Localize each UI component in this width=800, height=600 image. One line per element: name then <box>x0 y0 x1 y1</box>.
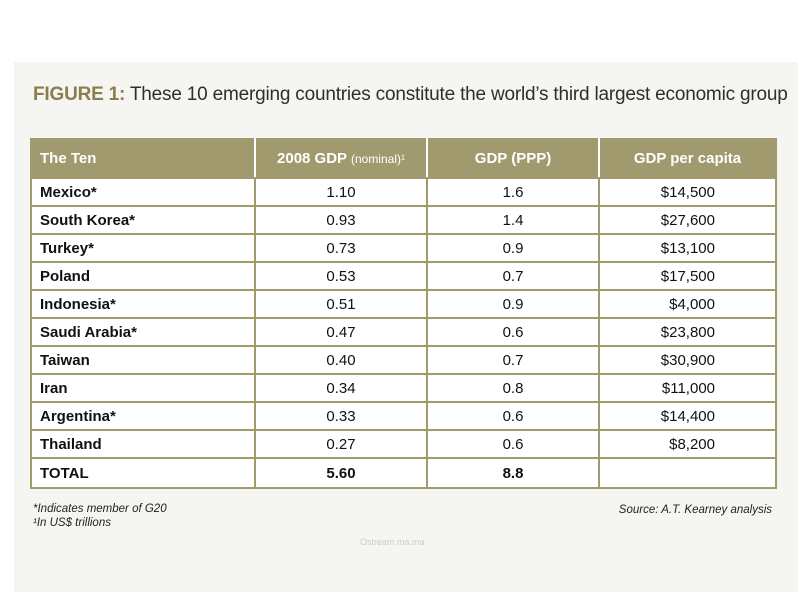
gdp-ppp-cell: 0.7 <box>426 345 600 375</box>
gdp-ppp-cell: 0.6 <box>426 401 600 431</box>
gdp-ppp-cell: 0.7 <box>426 261 600 291</box>
source-note: Source: A.T. Kearney analysis <box>618 504 772 516</box>
gdp-ppp-cell: 0.9 <box>426 233 600 263</box>
gdp-per-capita-cell: $13,100 <box>598 233 777 263</box>
gdp-nominal-cell: 0.93 <box>254 205 428 235</box>
total-label-cell: TOTAL <box>30 457 256 489</box>
country-cell: Poland <box>30 261 256 291</box>
table-row: Indonesia* 0.51 0.9 $4,000 <box>30 289 777 319</box>
table-body: Mexico* 1.10 1.6 $14,500 South Korea* 0.93 1.4… <box>30 177 777 489</box>
gdp-per-capita-cell: $14,400 <box>598 401 777 431</box>
country-cell: Turkey* <box>30 233 256 263</box>
gdp-ppp-cell: 0.9 <box>426 289 600 319</box>
gdp-per-capita-cell: $14,500 <box>598 177 777 207</box>
country-cell: Iran <box>30 373 256 403</box>
gdp-nominal-cell: 1.10 <box>254 177 428 207</box>
column-header-country: The Ten <box>30 138 256 179</box>
column-header-gdp-per-capita: GDP per capita <box>598 138 777 179</box>
gdp-nominal-cell: 0.33 <box>254 401 428 431</box>
footnote-units: ¹In US$ trillions <box>33 517 111 529</box>
country-cell: Saudi Arabia* <box>30 317 256 347</box>
gdp-per-capita-cell: $11,000 <box>598 373 777 403</box>
gdp-per-capita-cell: $8,200 <box>598 429 777 459</box>
column-header-gdp-ppp: GDP (PPP) <box>426 138 600 179</box>
gdp-nominal-cell: 0.51 <box>254 289 428 319</box>
table-row: Argentina* 0.33 0.6 $14,400 <box>30 401 777 431</box>
table-row: Thailand 0.27 0.6 $8,200 <box>30 429 777 459</box>
column-header-label: The Ten <box>40 150 97 167</box>
gdp-nominal-cell: 0.40 <box>254 345 428 375</box>
table-row: Saudi Arabia* 0.47 0.6 $23,800 <box>30 317 777 347</box>
total-gdp-nominal-cell: 5.60 <box>254 457 428 489</box>
country-cell: Taiwan <box>30 345 256 375</box>
total-gdp-per-capita-cell <box>598 457 777 489</box>
gdp-nominal-cell: 0.27 <box>254 429 428 459</box>
country-cell: Mexico* <box>30 177 256 207</box>
total-row: TOTAL 5.60 8.8 <box>30 457 777 489</box>
figure-title-lead: FIGURE 1: <box>33 84 126 105</box>
figure-title: FIGURE 1: These 10 emerging countries co… <box>33 84 788 106</box>
gdp-per-capita-cell: $27,600 <box>598 205 777 235</box>
gdp-table: The Ten 2008 GDP (nominal)¹ GDP (PPP) GD… <box>30 138 777 489</box>
table-row: Turkey* 0.73 0.9 $13,100 <box>30 233 777 263</box>
gdp-nominal-cell: 0.73 <box>254 233 428 263</box>
country-cell: Indonesia* <box>30 289 256 319</box>
table-header-row: The Ten 2008 GDP (nominal)¹ GDP (PPP) GD… <box>30 138 777 179</box>
gdp-per-capita-cell: $4,000 <box>598 289 777 319</box>
total-gdp-ppp-cell: 8.8 <box>426 457 600 489</box>
country-cell: Argentina* <box>30 401 256 431</box>
column-header-label: GDP per capita <box>633 150 742 167</box>
column-header-label: 2008 GDP <box>277 150 347 167</box>
gdp-per-capita-cell: $17,500 <box>598 261 777 291</box>
column-header-label: GDP (PPP) <box>474 150 552 167</box>
gdp-nominal-cell: 0.53 <box>254 261 428 291</box>
gdp-ppp-cell: 0.6 <box>426 317 600 347</box>
table-row: Poland 0.53 0.7 $17,500 <box>30 261 777 291</box>
gdp-ppp-cell: 1.6 <box>426 177 600 207</box>
table-row: Taiwan 0.40 0.7 $30,900 <box>30 345 777 375</box>
figure-title-text: These 10 emerging countries constitute t… <box>129 84 788 105</box>
table-row: Mexico* 1.10 1.6 $14,500 <box>30 177 777 207</box>
gdp-nominal-cell: 0.34 <box>254 373 428 403</box>
gdp-ppp-cell: 1.4 <box>426 205 600 235</box>
footnote-g20: *Indicates member of G20 <box>33 503 167 515</box>
gdp-per-capita-cell: $30,900 <box>598 345 777 375</box>
faint-watermark: Ostream.ma.ma <box>360 537 425 547</box>
country-cell: South Korea* <box>30 205 256 235</box>
country-cell: Thailand <box>30 429 256 459</box>
gdp-per-capita-cell: $23,800 <box>598 317 777 347</box>
column-header-gdp-nominal: 2008 GDP (nominal)¹ <box>254 138 428 179</box>
gdp-ppp-cell: 0.8 <box>426 373 600 403</box>
gdp-ppp-cell: 0.6 <box>426 429 600 459</box>
table-row: Iran 0.34 0.8 $11,000 <box>30 373 777 403</box>
column-header-note: (nominal)¹ <box>350 152 405 166</box>
gdp-nominal-cell: 0.47 <box>254 317 428 347</box>
table-row: South Korea* 0.93 1.4 $27,600 <box>30 205 777 235</box>
